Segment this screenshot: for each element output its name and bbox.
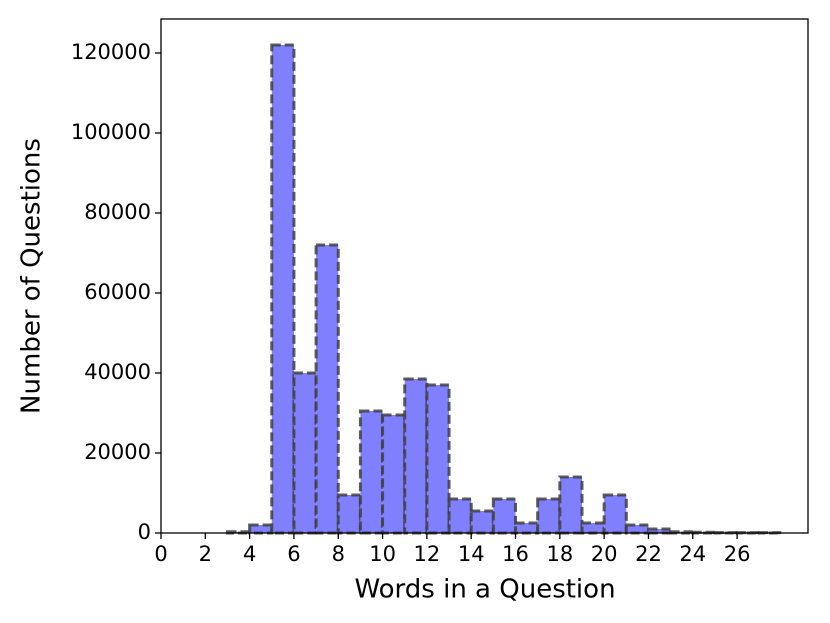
- x-tick-label: 0: [154, 542, 167, 566]
- bar: [580, 521, 606, 535]
- bar: [447, 497, 473, 535]
- bar: [248, 523, 274, 535]
- bar: [425, 383, 451, 535]
- bar: [469, 509, 495, 535]
- x-tick-label: 14: [458, 542, 485, 566]
- y-tick-label: 0: [138, 520, 151, 544]
- x-tick-label: 4: [243, 542, 256, 566]
- x-tick-label: 20: [591, 542, 618, 566]
- x-tick-label: 26: [724, 542, 751, 566]
- y-axis-label: Number of Questions: [17, 138, 47, 414]
- bar: [624, 523, 650, 535]
- bar: [646, 527, 673, 535]
- x-tick-label: 22: [635, 542, 662, 566]
- y-tick-label: 40000: [84, 360, 151, 384]
- bar: [491, 497, 518, 535]
- y-tick-label: 20000: [84, 440, 151, 464]
- y-tick-label: 60000: [84, 280, 151, 304]
- bar: [514, 521, 540, 535]
- y-tick-label: 120000: [71, 40, 151, 64]
- x-tick-label: 10: [369, 542, 396, 566]
- y-tick-label: 80000: [84, 200, 151, 224]
- bar: [403, 377, 429, 535]
- x-tick-label: 8: [332, 542, 345, 566]
- bar: [270, 43, 296, 535]
- x-tick-label: 2: [199, 542, 212, 566]
- bar: [602, 493, 628, 535]
- x-tick-label: 16: [502, 542, 529, 566]
- bar: [358, 409, 385, 535]
- x-tick-label: 6: [287, 542, 300, 566]
- bar: [381, 413, 407, 535]
- bar: [292, 371, 318, 535]
- x-tick-label: 18: [546, 542, 573, 566]
- y-tick-label: 100000: [71, 120, 151, 144]
- bar: [336, 493, 362, 535]
- x-tick-label: 12: [414, 542, 441, 566]
- bar: [558, 475, 584, 535]
- plot-frame: [160, 18, 809, 534]
- bar: [314, 243, 340, 535]
- bar: [536, 497, 562, 535]
- x-tick-label: 24: [679, 542, 706, 566]
- x-axis-label: Words in a Question: [354, 575, 615, 605]
